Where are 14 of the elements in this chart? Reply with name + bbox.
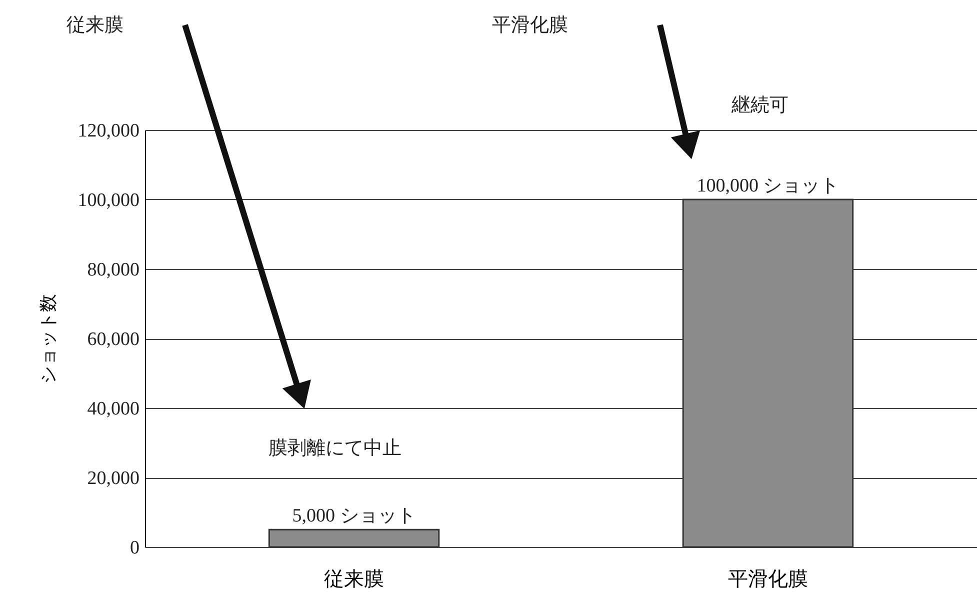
y-tick-label: 60,000 bbox=[87, 329, 140, 350]
data-label: 100,000 ショット bbox=[696, 176, 840, 196]
data-label: 5,000 ショット bbox=[292, 506, 416, 527]
text: 従来膜 bbox=[66, 15, 124, 36]
y-tick-label: 100,000 bbox=[78, 190, 140, 211]
text: 継続可 bbox=[730, 95, 788, 116]
annotation: 膜剥離にて中止 bbox=[268, 438, 402, 459]
y-tick-label: 40,000 bbox=[87, 398, 140, 420]
y-tick-label: 0 bbox=[130, 538, 140, 558]
y-tick-label: 80,000 bbox=[87, 260, 140, 280]
text: 平滑化膜 bbox=[492, 15, 568, 36]
y-tick-label: 120,000 bbox=[78, 120, 140, 142]
y-axis-title: ショット数 bbox=[38, 294, 58, 384]
y-tick-label: 20,000 bbox=[87, 468, 140, 489]
